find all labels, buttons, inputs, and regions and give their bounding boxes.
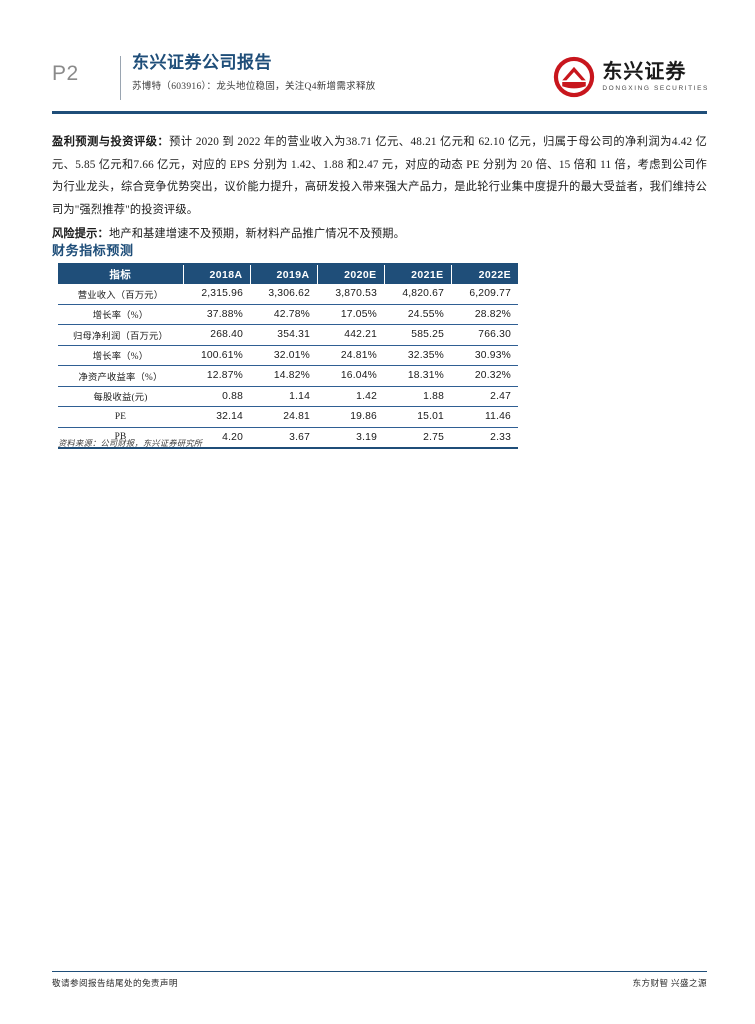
row-value: 3.19	[317, 427, 384, 449]
risk-paragraph: 风险提示：地产和基建增速不及预期，新材料产品推广情况不及预期。	[52, 223, 707, 246]
row-value: 2.47	[451, 386, 518, 407]
row-value: 42.78%	[250, 304, 317, 325]
row-value: 14.82%	[250, 365, 317, 387]
table-row: 增长率（%） 37.88% 42.78% 17.05% 24.55% 28.82…	[58, 304, 518, 325]
header-rule	[52, 111, 707, 114]
row-value: 32.14	[183, 406, 250, 428]
row-value: 16.04%	[317, 365, 384, 387]
table-source-note: 资料来源：公司财报，东兴证券研究所	[58, 439, 203, 448]
row-value: 766.30	[451, 324, 518, 346]
column-header-2022e: 2022E	[451, 265, 518, 284]
row-label: 净资产收益率（%）	[58, 365, 183, 387]
header-vertical-divider	[120, 56, 121, 100]
row-value: 3,870.53	[317, 284, 384, 305]
row-label: 增长率（%）	[58, 304, 183, 325]
row-value: 30.93%	[451, 345, 518, 366]
row-value: 17.05%	[317, 304, 384, 325]
row-value: 3.67	[250, 427, 317, 449]
logo-english-name: DONGXING SECURITIES	[602, 84, 709, 92]
row-label: 归母净利润（百万元）	[58, 324, 183, 346]
row-value: 18.31%	[384, 365, 451, 387]
forecast-label: 盈利预测与投资评级：	[52, 136, 170, 148]
row-value: 11.46	[451, 406, 518, 428]
row-value: 2.75	[384, 427, 451, 449]
page-header: P2 东兴证券公司报告 苏博特（603916）：龙头地位稳固，关注Q4新增需求释…	[52, 52, 707, 104]
footer-slogan: 东方财智 兴盛之源	[632, 978, 707, 988]
row-value: 28.82%	[451, 304, 518, 325]
row-value: 19.86	[317, 406, 384, 428]
row-label: PE	[58, 406, 183, 428]
row-value: 268.40	[183, 324, 250, 346]
body-text-block: 盈利预测与投资评级：预计 2020 到 2022 年的营业收入为38.71 亿元…	[52, 131, 707, 246]
table-row: 营业收入（百万元） 2,315.96 3,306.62 3,870.53 4,8…	[58, 284, 518, 305]
brand-logo: 东兴证券 DONGXING SECURITIES	[553, 56, 709, 98]
row-value: 100.61%	[183, 345, 250, 366]
row-value: 585.25	[384, 324, 451, 346]
column-header-2018a: 2018A	[183, 265, 251, 284]
row-value: 32.35%	[384, 345, 451, 366]
table-row: PE 32.14 24.81 19.86 15.01 11.46	[58, 406, 518, 428]
footer-disclaimer: 敬请参阅报告结尾处的免责声明	[52, 978, 178, 988]
row-value: 4,820.67	[384, 284, 451, 305]
row-value: 24.81%	[317, 345, 384, 366]
row-value: 2,315.96	[183, 284, 250, 305]
row-value: 442.21	[317, 324, 384, 346]
row-value: 1.42	[317, 386, 384, 407]
table-body: 营业收入（百万元） 2,315.96 3,306.62 3,870.53 4,8…	[58, 284, 518, 449]
table-row: 净资产收益率（%） 12.87% 14.82% 16.04% 18.31% 20…	[58, 365, 518, 387]
row-label: 营业收入（百万元）	[58, 284, 183, 305]
logo-text-block: 东兴证券 DONGXING SECURITIES	[602, 61, 709, 94]
dongxing-logo-icon	[554, 56, 595, 98]
table-header-row: 指标 2018A 2019A 2020E 2021E 2022E	[58, 265, 518, 284]
risk-text: 地产和基建增速不及预期，新材料产品推广情况不及预期。	[108, 228, 406, 240]
row-label: PB	[58, 427, 183, 449]
column-header-metric: 指标	[58, 265, 184, 284]
logo-chinese-name: 东兴证券	[602, 60, 687, 83]
table-row: PB 4.20 3.67 3.19 2.75 2.33	[58, 427, 518, 449]
page-footer: 敬请参阅报告结尾处的免责声明 东方财智 兴盛之源	[52, 977, 707, 989]
row-value: 354.31	[250, 324, 317, 346]
financial-table-title: 财务指标预测	[52, 243, 134, 258]
row-value: 1.14	[250, 386, 317, 407]
row-value: 24.55%	[384, 304, 451, 325]
row-value: 12.87%	[183, 365, 250, 387]
forecast-paragraph: 盈利预测与投资评级：预计 2020 到 2022 年的营业收入为38.71 亿元…	[52, 131, 707, 221]
row-value: 6,209.77	[451, 284, 518, 305]
table-head: 指标 2018A 2019A 2020E 2021E 2022E	[58, 265, 518, 284]
column-header-2021e: 2021E	[384, 265, 452, 284]
header-title-group: 东兴证券公司报告 苏博特（603916）：龙头地位稳固，关注Q4新增需求释放	[132, 52, 376, 95]
table-row: 每股收益(元) 0.88 1.14 1.42 1.88 2.47	[58, 386, 518, 407]
page-title: 东兴证券公司报告	[132, 53, 272, 72]
page-marker: P2	[52, 62, 79, 85]
financial-forecast-table: 指标 2018A 2019A 2020E 2021E 2022E 营业收入（百万…	[58, 265, 518, 449]
row-value: 3,306.62	[250, 284, 317, 305]
column-header-2020e: 2020E	[317, 265, 385, 284]
footer-rule	[52, 971, 707, 972]
row-value: 4.20	[183, 427, 250, 449]
financial-table-wrapper: 指标 2018A 2019A 2020E 2021E 2022E 营业收入（百万…	[58, 263, 518, 449]
row-value: 1.88	[384, 386, 451, 407]
page-subtitle: 苏博特（603916）：龙头地位稳固，关注Q4新增需求释放	[132, 82, 376, 92]
row-value: 37.88%	[183, 304, 250, 325]
row-value: 2.33	[451, 427, 518, 449]
row-value: 20.32%	[451, 365, 518, 387]
row-value: 15.01	[384, 406, 451, 428]
row-label: 增长率（%）	[58, 345, 183, 366]
column-header-2019a: 2019A	[250, 265, 318, 284]
row-value: 0.88	[183, 386, 250, 407]
row-value: 24.81	[250, 406, 317, 428]
risk-label: 风险提示：	[52, 228, 109, 240]
forecast-text: 预计 2020 到 2022 年的营业收入为38.71 亿元、48.21 亿元和…	[52, 136, 707, 216]
row-label: 每股收益(元)	[58, 386, 183, 407]
table-top-rule	[58, 263, 518, 265]
row-value: 32.01%	[250, 345, 317, 366]
table-row: 增长率（%） 100.61% 32.01% 24.81% 32.35% 30.9…	[58, 345, 518, 366]
table-row: 归母净利润（百万元） 268.40 354.31 442.21 585.25 7…	[58, 324, 518, 346]
